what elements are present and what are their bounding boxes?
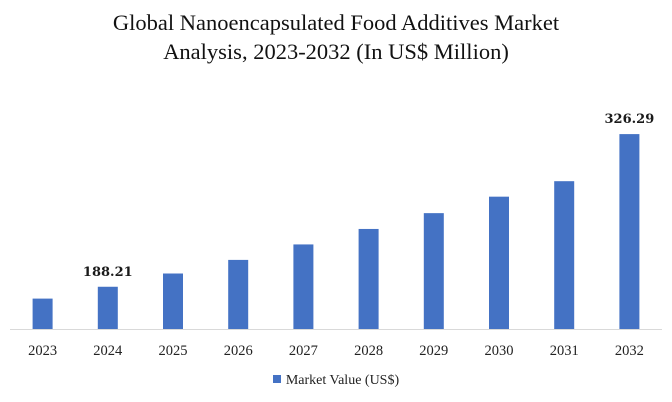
- chart-title-line-1: Global Nanoencapsulated Food Additives M…: [112, 10, 560, 35]
- x-tick-label-2031: 2031: [550, 343, 579, 359]
- x-tick-label-2023: 2023: [28, 343, 57, 359]
- bar-2025: [163, 273, 183, 329]
- legend: Market Value (US$): [0, 373, 672, 389]
- chart-title: Global Nanoencapsulated Food Additives M…: [0, 8, 672, 66]
- x-tick-label-2026: 2026: [224, 343, 253, 359]
- x-tick-label-2032: 2032: [615, 343, 644, 359]
- bar-2027: [293, 244, 314, 329]
- bar-2029: [423, 213, 444, 329]
- bar-2031: [554, 181, 575, 329]
- x-tick-label-2027: 2027: [289, 343, 318, 359]
- x-tick-label-2029: 2029: [419, 343, 448, 359]
- legend-swatch: [272, 375, 281, 383]
- bar-2032: [619, 134, 640, 329]
- bar-2026: [228, 259, 249, 329]
- bar-2028: [358, 228, 379, 329]
- bar-2030: [489, 196, 509, 329]
- chart-title-line-2: Analysis, 2023-2032 (In US$ Million): [163, 39, 509, 64]
- bar-2024: [97, 286, 118, 329]
- x-tick-labels: 2023 2024 2025 2026 2027 2028 2029 2030 2031 2032: [28, 343, 644, 359]
- x-tick-label-2030: 2030: [485, 343, 514, 359]
- x-tick-label-2028: 2028: [354, 343, 383, 359]
- x-tick-label-2025: 2025: [159, 343, 188, 359]
- data-label-2024: 188.21: [83, 265, 133, 280]
- legend-label: Market Value (US$): [285, 373, 400, 388]
- bars-group: [32, 134, 640, 329]
- bar-2023: [32, 298, 53, 329]
- data-labels: 188.21 326.29: [83, 112, 654, 280]
- x-tick-label-2024: 2024: [93, 343, 123, 359]
- data-label-2032: 326.29: [605, 112, 655, 127]
